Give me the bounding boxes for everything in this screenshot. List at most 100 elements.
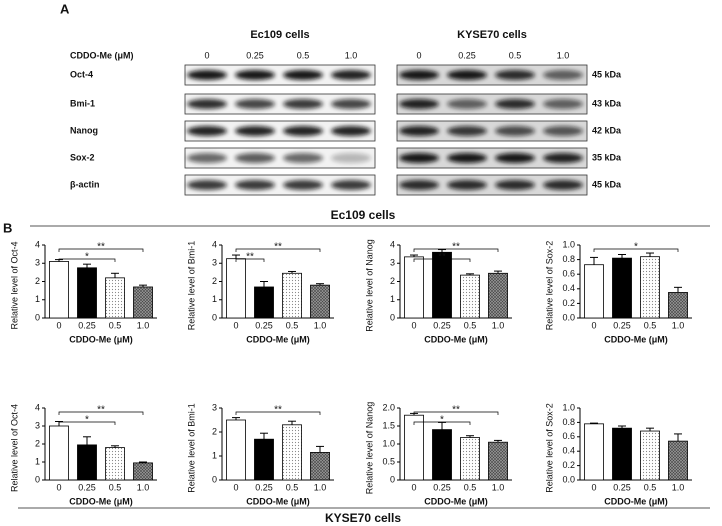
blot-band <box>331 180 371 190</box>
concentration: 0 <box>416 50 421 60</box>
x-tick-label: 0.25 <box>613 320 631 330</box>
blot-group-title: Ec109 cells <box>250 29 309 41</box>
blot-frame <box>184 147 376 169</box>
blot-band <box>283 99 323 109</box>
blot-band <box>543 126 583 136</box>
y-tick-label: 3 <box>212 402 217 412</box>
size-label: 42 kDa <box>592 125 622 135</box>
conc-label: CDDO-Me (μM) <box>70 50 134 60</box>
significance-bracket <box>58 421 116 425</box>
significance-label: ** <box>97 405 105 416</box>
blot-frame <box>184 120 376 142</box>
x-axis-label: CDDO-Me (μM) <box>604 496 668 506</box>
significance-label: ** <box>97 242 105 253</box>
x-axis-label: CDDO-Me (μM) <box>69 496 133 506</box>
x-tick-label: 0.5 <box>286 482 299 492</box>
y-tick-label: 4 <box>35 239 40 249</box>
blot-band <box>399 99 439 109</box>
significance-bracket <box>235 258 265 262</box>
y-tick-label: 1 <box>35 456 40 466</box>
x-tick-label: 0 <box>591 320 596 330</box>
x-tick-label: 0.25 <box>78 482 96 492</box>
x-axis-label: CDDO-Me (μM) <box>424 496 488 506</box>
blot-frame <box>396 64 588 86</box>
blot-frame <box>396 147 588 169</box>
y-tick-label: 4 <box>390 239 395 249</box>
y-axis-label: Relative level of Sox-2 <box>544 403 554 493</box>
bar <box>49 425 69 481</box>
y-axis-label: Relative level of Nanog <box>364 402 374 495</box>
blot-band <box>543 99 583 109</box>
bar <box>105 447 125 481</box>
chart: 0.0 0.2 0.4 0.6 0.8 1.0 Relative level of Sox-… <box>544 239 692 344</box>
protein-label: Sox-2 <box>70 152 95 162</box>
y-tick-label: 0.8 <box>562 417 575 427</box>
y-tick-label: 0.2 <box>562 460 575 470</box>
blot-band <box>187 180 227 190</box>
blot-band <box>495 99 535 109</box>
y-tick-label: 0 <box>212 312 217 322</box>
significance-label: ** <box>452 405 460 416</box>
y-tick-label: 1 <box>212 294 217 304</box>
y-tick-label: 0.0 <box>562 312 575 322</box>
size-label: 45 kDa <box>592 179 622 189</box>
x-tick-label: 1.0 <box>137 482 150 492</box>
significance-label: ** <box>274 242 282 253</box>
y-tick-label: 0.6 <box>562 431 575 441</box>
significance-bracket <box>413 258 471 262</box>
bar <box>310 451 330 481</box>
bar <box>460 437 480 481</box>
y-tick-label: 3 <box>35 258 40 268</box>
bar <box>254 286 274 319</box>
blot-band <box>187 99 227 109</box>
y-tick-label: 1 <box>212 450 217 460</box>
size-label: 45 kDa <box>592 69 622 79</box>
x-tick-label: 0.25 <box>433 320 451 330</box>
y-tick-label: 0.6 <box>562 269 575 279</box>
y-tick-label: 2 <box>390 276 395 286</box>
blot-band <box>495 153 535 163</box>
x-tick-label: 1.0 <box>672 482 685 492</box>
bar <box>488 441 508 481</box>
chart: 0 1 2 3 4 Relative level of Bmi-1 CDDO-Me (μM)… <box>186 239 334 344</box>
y-axis-label: Relative level of Nanog <box>364 239 374 332</box>
x-tick-label: 0 <box>591 482 596 492</box>
bar <box>282 272 302 319</box>
blot-band <box>399 180 439 190</box>
concentration: 1.0 <box>345 50 358 60</box>
y-tick-label: 2 <box>35 438 40 448</box>
concentration: 0.5 <box>297 50 310 60</box>
bar <box>77 444 97 481</box>
y-tick-label: 2.0 <box>382 402 395 412</box>
blot-band <box>235 126 275 136</box>
blot-band <box>447 180 487 190</box>
x-tick-label: 1.0 <box>492 320 505 330</box>
chart: 0 1 2 3 4 Relative level of Oct-4 CDDO-Me (μM)… <box>9 402 157 506</box>
significance-label: * <box>85 252 89 263</box>
blot-frame <box>396 120 588 142</box>
blot-frame <box>184 174 376 196</box>
y-tick-label: 1 <box>35 294 40 304</box>
y-tick-label: 1.0 <box>562 239 575 249</box>
y-tick-label: 1 <box>390 294 395 304</box>
blot-band <box>187 153 227 163</box>
x-tick-label: 0 <box>233 320 238 330</box>
blot-band <box>283 126 323 136</box>
x-tick-label: 0.25 <box>255 320 273 330</box>
y-tick-label: 3 <box>390 258 395 268</box>
bar <box>432 251 452 319</box>
significance-label: ** <box>246 252 254 263</box>
significance-bracket <box>413 248 499 252</box>
y-tick-label: 0.4 <box>562 283 575 293</box>
y-axis-label: Relative level of Oct-4 <box>9 241 19 329</box>
x-tick-label: 0 <box>56 320 61 330</box>
x-tick-label: 0.5 <box>286 320 299 330</box>
y-tick-label: 4 <box>35 402 40 412</box>
blot-band <box>399 153 439 163</box>
bar <box>668 440 688 481</box>
significance-bracket <box>593 248 679 252</box>
x-tick-label: 0.25 <box>613 482 631 492</box>
bar <box>612 427 632 481</box>
x-tick-label: 0.5 <box>464 320 477 330</box>
blot-band <box>495 126 535 136</box>
